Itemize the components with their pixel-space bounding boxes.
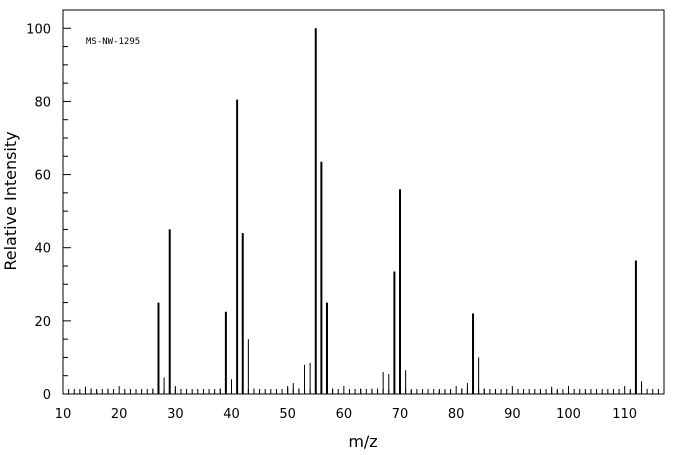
x-tick-label: 30 [167, 407, 184, 422]
tick-labels: 10 20 30 40 50 60 70 80 90 100 110 0 20 40 60 80 100 [26, 22, 637, 422]
y-tick-label: 0 [43, 388, 51, 403]
x-tick-label: 20 [111, 407, 128, 422]
x-tick-label: 110 [612, 407, 637, 422]
y-tick-label: 40 [34, 242, 51, 257]
x-tick-label: 50 [279, 407, 296, 422]
x-tick-label: 90 [504, 407, 521, 422]
axis-ticks [62, 27, 659, 395]
x-tick-label: 40 [223, 407, 240, 422]
y-axis-title: Relative Intensity [1, 131, 20, 270]
x-tick-label: 80 [448, 407, 465, 422]
x-axis-title: m/z [348, 432, 377, 451]
y-tick-label: 80 [34, 95, 51, 110]
y-tick-label: 20 [34, 315, 51, 330]
x-tick-label: 100 [556, 407, 581, 422]
y-tick-label: 100 [26, 22, 51, 37]
x-tick-label: 70 [392, 407, 409, 422]
x-tick-label: 10 [55, 407, 72, 422]
y-tick-label: 60 [34, 169, 51, 184]
x-tick-label: 60 [336, 407, 353, 422]
spectrum-peaks [84, 28, 643, 394]
spectrum-id-annotation: MS-NW-1295 [86, 37, 140, 47]
plot-frame [62, 9, 665, 395]
